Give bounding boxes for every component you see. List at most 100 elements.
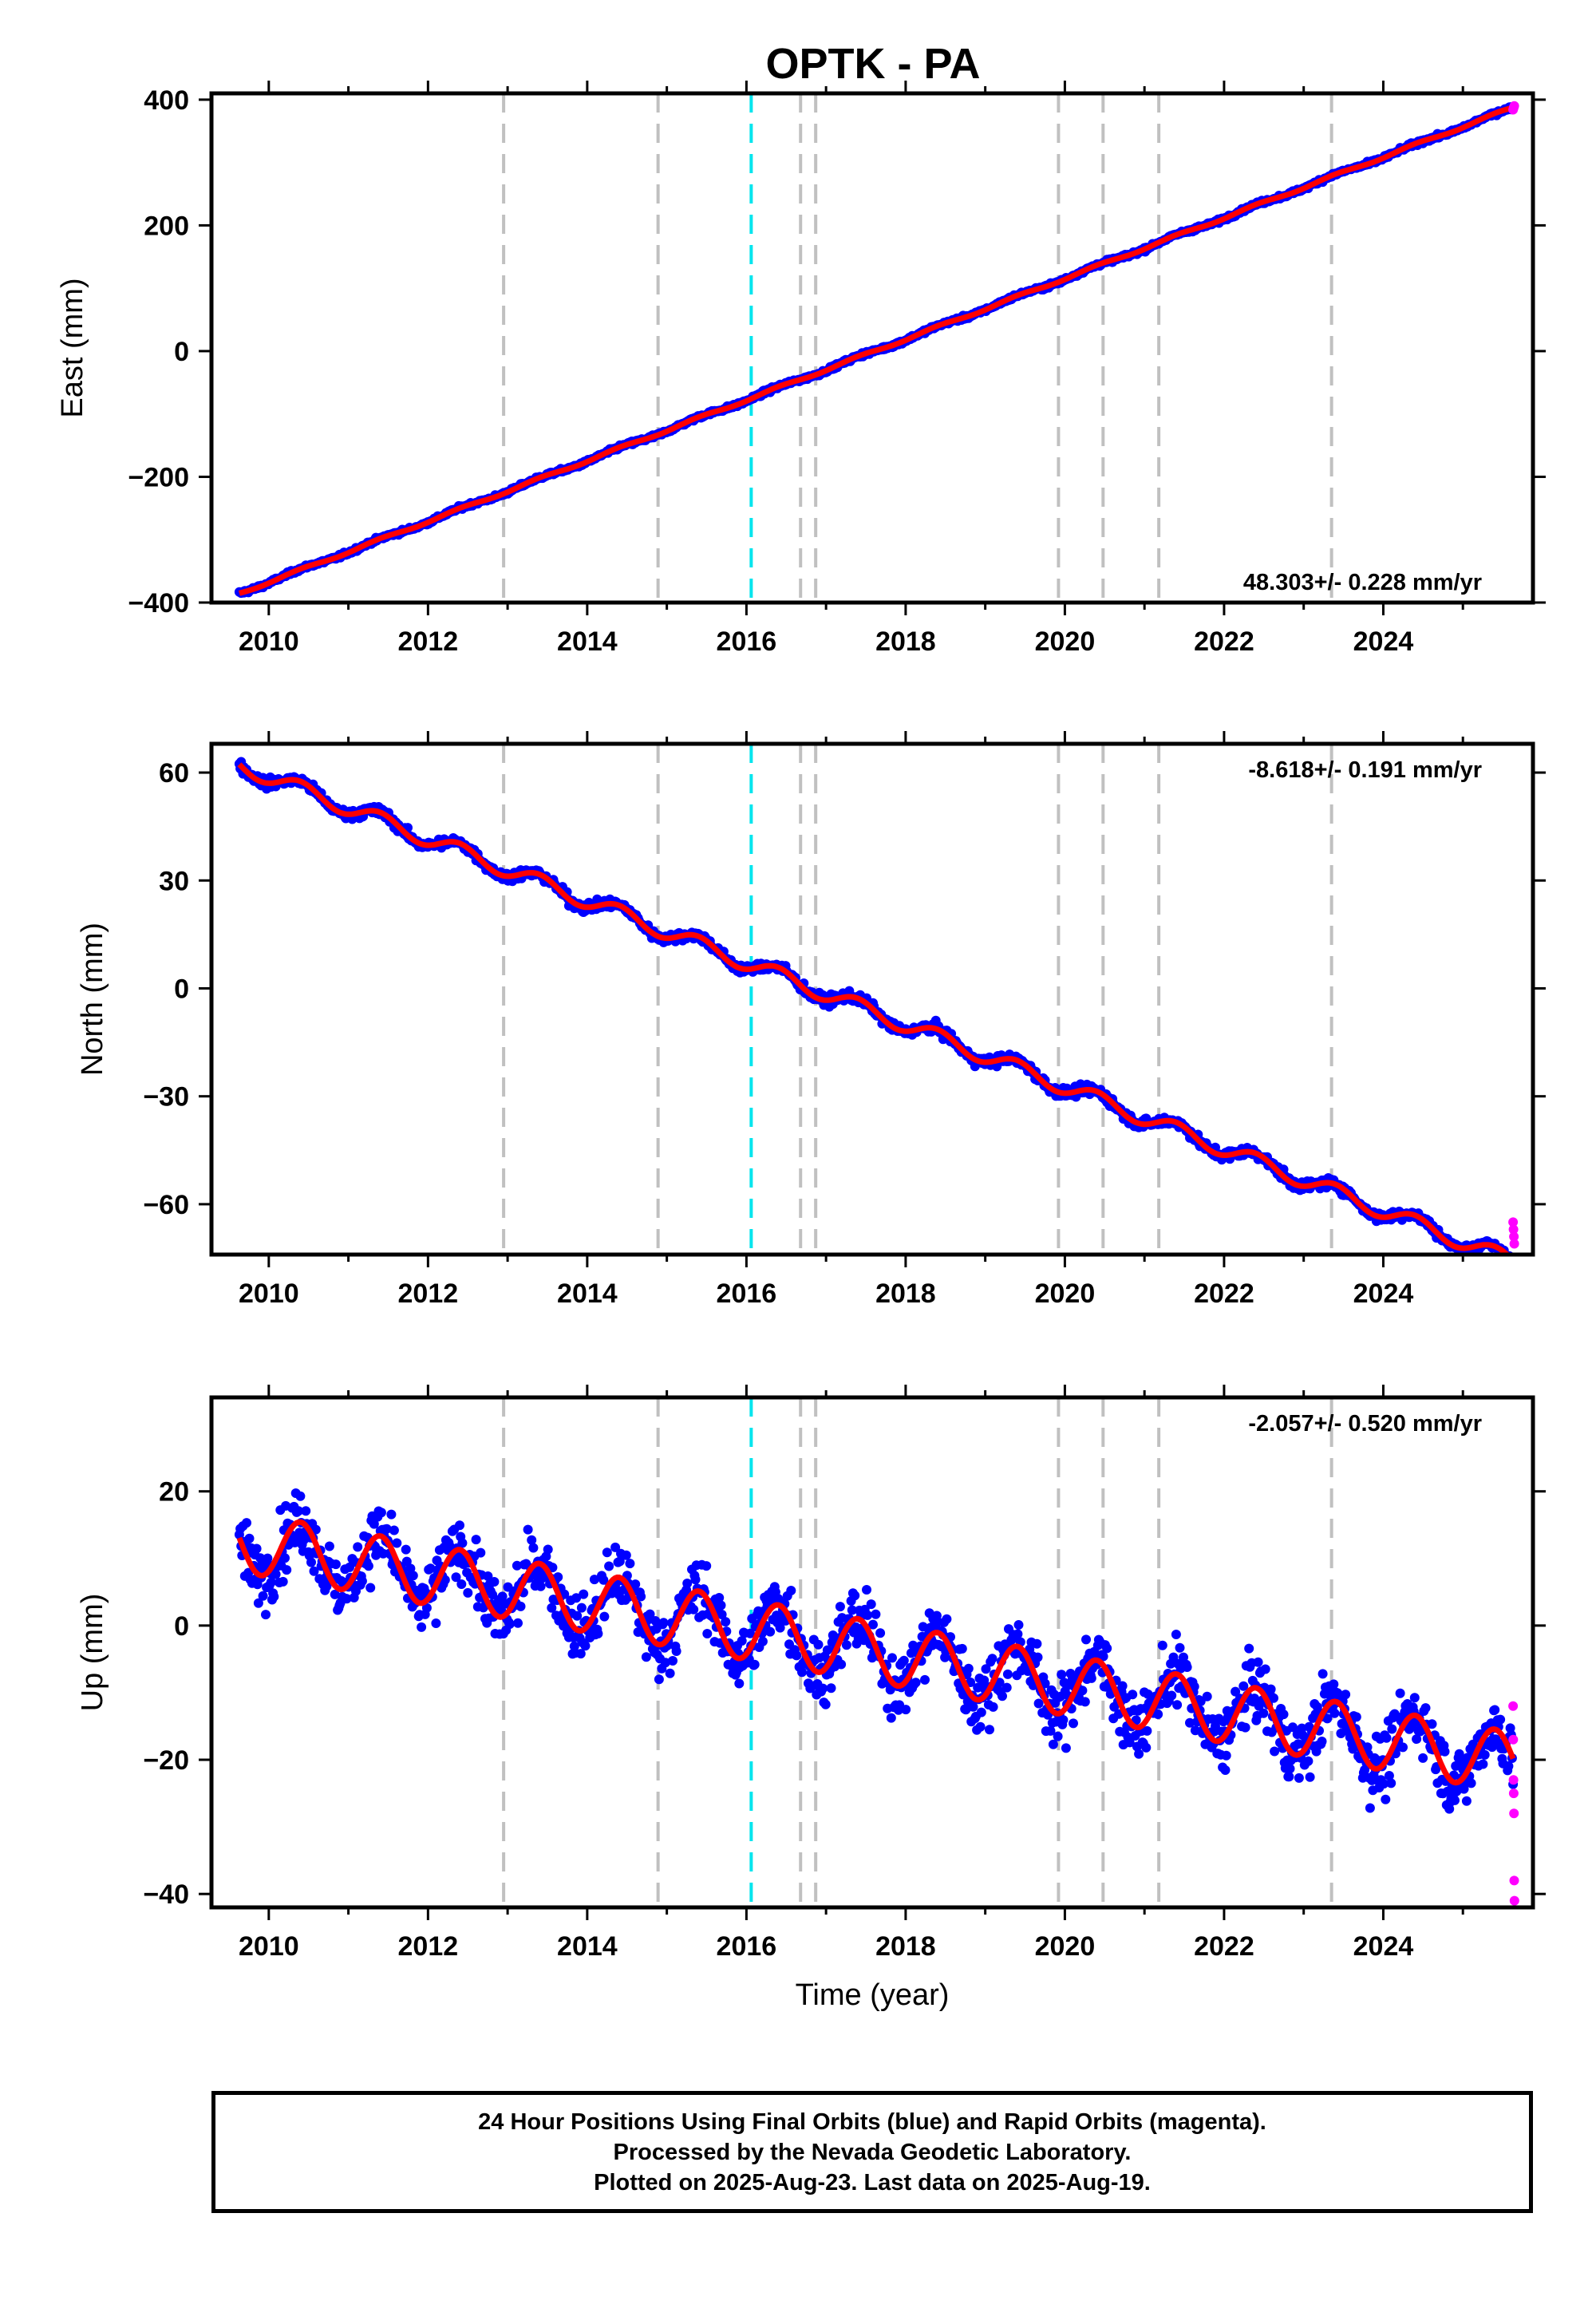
up-point bbox=[576, 1603, 587, 1613]
up-x-tick-label: 2020 bbox=[1035, 1931, 1096, 1962]
up-point bbox=[1409, 1693, 1420, 1703]
up-point bbox=[1461, 1796, 1472, 1806]
up-point bbox=[826, 1683, 836, 1694]
up-point bbox=[301, 1506, 311, 1516]
up-point bbox=[1069, 1718, 1078, 1729]
up-point bbox=[1384, 1771, 1394, 1780]
up-point bbox=[981, 1664, 991, 1674]
up-point bbox=[401, 1556, 412, 1567]
up-point bbox=[381, 1524, 392, 1534]
footer-line-2: Processed by the Nevada Geodetic Laborat… bbox=[613, 2139, 1132, 2165]
up-point bbox=[1013, 1620, 1024, 1630]
up-point bbox=[1398, 1742, 1408, 1753]
east-x-tick-label: 2010 bbox=[239, 626, 299, 657]
up-point bbox=[408, 1571, 418, 1581]
up-point bbox=[1141, 1742, 1152, 1753]
north-y-tick-label: 0 bbox=[174, 974, 189, 1004]
north-x-tick-label: 2010 bbox=[239, 1279, 299, 1309]
up-point bbox=[1238, 1681, 1249, 1691]
up-point bbox=[835, 1602, 845, 1612]
up-point bbox=[658, 1618, 669, 1628]
up-point bbox=[1317, 1669, 1328, 1679]
up-point bbox=[389, 1525, 399, 1535]
up-point bbox=[457, 1538, 468, 1548]
up-point bbox=[968, 1701, 978, 1712]
up-point bbox=[1495, 1714, 1506, 1725]
up-model-curve bbox=[236, 1519, 1516, 1786]
up-point bbox=[645, 1609, 655, 1619]
up-point bbox=[451, 1572, 461, 1583]
up-point bbox=[516, 1601, 526, 1611]
up-point bbox=[660, 1658, 670, 1668]
up-point bbox=[504, 1619, 515, 1629]
up-point bbox=[1061, 1743, 1071, 1753]
up-point bbox=[1057, 1670, 1067, 1680]
east-y-tick-label: 200 bbox=[144, 211, 189, 241]
up-point bbox=[1190, 1725, 1200, 1736]
up-point bbox=[714, 1593, 725, 1603]
up-point bbox=[1080, 1697, 1090, 1707]
up-point bbox=[1303, 1756, 1314, 1766]
up-point bbox=[310, 1524, 321, 1535]
up-point bbox=[654, 1674, 664, 1685]
up-point bbox=[244, 1533, 255, 1543]
up-point bbox=[1418, 1753, 1428, 1763]
up-point bbox=[295, 1491, 306, 1501]
east-x-tick-label: 2012 bbox=[398, 626, 459, 657]
up-point bbox=[571, 1593, 582, 1603]
up-point bbox=[841, 1640, 851, 1650]
up-point bbox=[242, 1518, 251, 1528]
up-point bbox=[998, 1691, 1007, 1701]
up-point bbox=[1420, 1703, 1431, 1713]
up-point bbox=[920, 1674, 930, 1685]
up-point bbox=[976, 1707, 986, 1717]
up-point bbox=[1077, 1686, 1088, 1696]
up-point bbox=[1081, 1634, 1091, 1645]
up-point bbox=[621, 1550, 631, 1560]
up-x-tick-label: 2016 bbox=[717, 1931, 777, 1962]
north-x-tick-label: 2024 bbox=[1353, 1279, 1414, 1309]
north-y-tick-label: 60 bbox=[159, 758, 189, 788]
north-rapid-point bbox=[1509, 1231, 1519, 1242]
east-x-tick-label: 2024 bbox=[1353, 626, 1414, 657]
north-rapid-point bbox=[1508, 1224, 1519, 1235]
up-point bbox=[425, 1563, 436, 1574]
east-y-tick-label: −200 bbox=[128, 462, 189, 492]
up-point bbox=[1157, 1640, 1167, 1650]
up-point bbox=[489, 1577, 500, 1587]
up-point bbox=[721, 1617, 731, 1627]
up-point bbox=[1284, 1772, 1294, 1782]
up-point bbox=[575, 1649, 586, 1659]
up-point bbox=[1294, 1773, 1304, 1783]
up-x-tick-label: 2024 bbox=[1353, 1931, 1414, 1962]
up-point bbox=[1202, 1691, 1212, 1701]
up-point bbox=[547, 1603, 557, 1613]
up-point bbox=[1270, 1746, 1280, 1757]
up-point bbox=[1336, 1729, 1346, 1738]
up-point bbox=[527, 1535, 537, 1545]
up-point bbox=[269, 1591, 279, 1602]
up-point bbox=[543, 1544, 553, 1555]
up-point bbox=[278, 1576, 288, 1587]
up-point bbox=[863, 1610, 873, 1620]
up-point bbox=[386, 1509, 397, 1520]
up-point bbox=[353, 1542, 363, 1552]
east-x-tick-label: 2018 bbox=[875, 626, 936, 657]
up-point bbox=[610, 1542, 621, 1552]
up-point bbox=[1253, 1657, 1263, 1667]
up-point bbox=[813, 1639, 824, 1650]
north-rate-label: -8.618+/- 0.191 mm/yr bbox=[1248, 757, 1482, 783]
up-point bbox=[1250, 1694, 1259, 1704]
up-point bbox=[975, 1721, 986, 1732]
north-y-tick-label: −30 bbox=[143, 1082, 189, 1113]
east-model-curve bbox=[238, 105, 1515, 596]
up-point bbox=[942, 1614, 952, 1624]
up-point bbox=[994, 1678, 1005, 1688]
up-point bbox=[365, 1583, 376, 1593]
up-point bbox=[1032, 1638, 1042, 1649]
north-x-tick-label: 2012 bbox=[398, 1279, 459, 1309]
up-point bbox=[1381, 1733, 1392, 1743]
up-rate-label: -2.057+/- 0.520 mm/yr bbox=[1248, 1411, 1482, 1437]
up-point bbox=[820, 1699, 831, 1709]
up-rapid-point bbox=[1509, 1895, 1519, 1906]
